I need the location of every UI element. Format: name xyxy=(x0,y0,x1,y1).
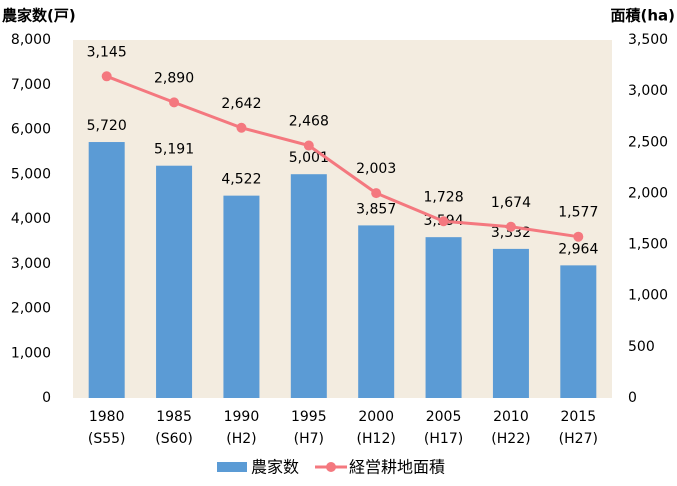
x-tick-label: (H12) xyxy=(357,431,396,447)
legend-label: 農家数 xyxy=(251,458,299,477)
bar xyxy=(358,225,395,398)
data-label: 1,577 xyxy=(558,205,598,221)
bar xyxy=(223,195,260,398)
data-label: 3,145 xyxy=(87,44,127,60)
line-marker xyxy=(573,231,584,242)
line-marker xyxy=(236,122,247,133)
x-tick-label: 1985 xyxy=(156,409,192,425)
y-tick-label: 4,000 xyxy=(11,211,51,227)
x-tick-label: 1995 xyxy=(291,409,327,425)
y-tick-label: 5,000 xyxy=(11,166,51,182)
data-label: 5,191 xyxy=(154,142,194,158)
x-tick-label: 2010 xyxy=(493,409,529,425)
legend-swatch xyxy=(217,462,247,472)
line-marker xyxy=(101,71,112,82)
x-tick-label: (S55) xyxy=(88,431,126,447)
x-tick-label: (H22) xyxy=(491,431,530,447)
data-label: 5,720 xyxy=(87,118,127,134)
legend-swatch xyxy=(326,462,337,472)
data-label: 2,468 xyxy=(289,114,329,130)
x-tick-label: (H7) xyxy=(294,431,324,447)
x-tick-label: 2000 xyxy=(358,409,394,425)
legend-label: 経営耕地面積 xyxy=(349,458,445,477)
bar xyxy=(425,237,462,398)
line-marker xyxy=(169,97,180,108)
x-tick-label: (H27) xyxy=(559,431,598,447)
data-label: 4,522 xyxy=(221,172,261,188)
data-label: 2,964 xyxy=(558,241,598,257)
left-axis-title: 農家数(戸) xyxy=(2,7,76,25)
right-axis-title: 面積(ha) xyxy=(610,7,675,25)
y-tick-label: 8,000 xyxy=(11,32,51,48)
bar xyxy=(492,248,529,398)
bar xyxy=(290,174,327,398)
y-tick-label: 0 xyxy=(42,390,51,406)
y2-tick-label: 2,500 xyxy=(628,134,668,150)
data-label: 5,001 xyxy=(289,150,329,166)
line-marker xyxy=(505,221,516,232)
x-tick-label: 2015 xyxy=(560,409,596,425)
x-tick-label: (H17) xyxy=(424,431,463,447)
data-label: 1,674 xyxy=(491,195,531,211)
y2-tick-label: 2,000 xyxy=(628,185,668,201)
bar xyxy=(88,142,125,398)
y-tick-label: 7,000 xyxy=(11,77,51,93)
y2-tick-label: 3,000 xyxy=(628,83,668,99)
y-tick-label: 6,000 xyxy=(11,122,51,138)
y2-tick-label: 0 xyxy=(628,390,637,406)
y2-tick-label: 500 xyxy=(628,339,655,355)
line xyxy=(106,74,579,239)
data-label: 2,642 xyxy=(221,96,261,112)
y2-tick-label: 3,500 xyxy=(628,32,668,48)
bar xyxy=(560,265,597,398)
x-tick-label: (H2) xyxy=(226,431,256,447)
y-tick-label: 3,000 xyxy=(11,256,51,272)
y2-tick-label: 1,000 xyxy=(628,288,668,304)
data-label: 2,890 xyxy=(154,70,194,86)
y2-tick-label: 1,500 xyxy=(628,237,668,253)
data-label: 2,003 xyxy=(356,161,396,177)
line-marker xyxy=(438,216,449,227)
x-tick-label: 1980 xyxy=(89,409,125,425)
x-tick-label: 2005 xyxy=(426,409,462,425)
line-marker xyxy=(303,140,314,151)
x-tick-label: (S60) xyxy=(155,431,193,447)
y-tick-label: 2,000 xyxy=(11,301,51,317)
data-label: 3,857 xyxy=(356,201,396,217)
bar xyxy=(156,165,193,398)
y-tick-label: 1,000 xyxy=(11,345,51,361)
data-label: 1,728 xyxy=(424,189,464,205)
x-tick-label: 1990 xyxy=(224,409,260,425)
line-marker xyxy=(371,188,382,199)
